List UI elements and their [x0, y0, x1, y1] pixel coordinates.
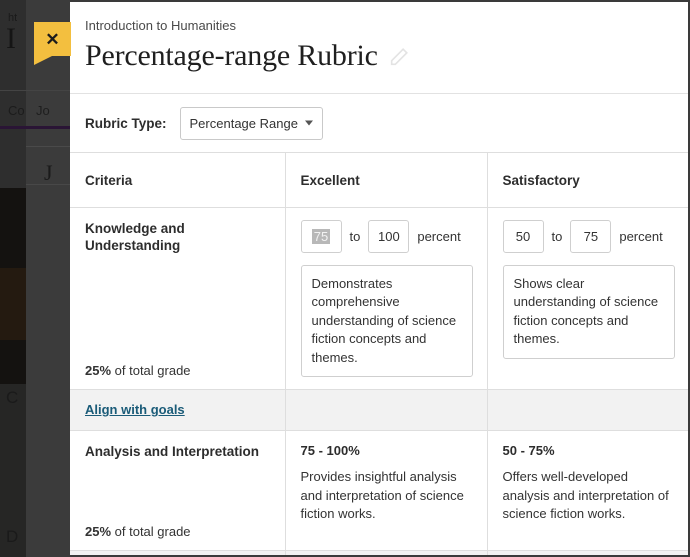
close-button[interactable]: ✕ — [34, 22, 71, 65]
level-description-input[interactable]: Shows clear understanding of science fic… — [502, 265, 675, 359]
backdrop-list-item-c: C — [6, 388, 19, 407]
criteria-weight-suffix: of total grade — [111, 363, 191, 379]
criteria-name: Analysis and Interpretation — [85, 444, 260, 460]
criteria-weight: 25% of total grade — [85, 363, 191, 378]
level-range-text: 50 - 75% — [502, 443, 555, 459]
align-goals-spacer — [285, 389, 488, 432]
range-min-value: 75 — [311, 229, 331, 244]
range-min-value: 50 — [515, 229, 531, 244]
range-max-value: 75 — [583, 229, 599, 244]
rubric-type-selected-value: Percentage Range — [189, 115, 298, 131]
align-goals-spacer — [487, 389, 688, 432]
range-max-input[interactable]: 75 — [570, 220, 612, 253]
column-header-satisfactory: Satisfactory — [487, 153, 688, 208]
range-to-label: to — [349, 229, 361, 244]
range-row: 50 to 75 percent — [502, 220, 676, 253]
close-tag-notch — [34, 56, 71, 65]
pencil-icon[interactable] — [388, 46, 410, 73]
column-header-criteria: Criteria — [70, 153, 286, 208]
level-cell-satisfactory: 50 - 75% Offers well-developed analysis … — [487, 430, 688, 552]
level-cell-satisfactory: 50 to 75 percent Shows clear understandi… — [487, 207, 688, 391]
range-row: 75 to 100 percent — [300, 220, 473, 253]
table-header-row: Criteria Excellent Satisfactory — [70, 153, 688, 208]
backdrop-list-item-d: D — [6, 527, 19, 546]
page-title: Percentage-range Rubric — [85, 38, 378, 72]
criteria-weight-value: 25% — [85, 363, 112, 379]
chevron-down-icon — [304, 120, 313, 126]
align-goals-spacer — [487, 550, 688, 555]
criteria-cell: Knowledge and Understanding 25% of total… — [70, 207, 286, 391]
criteria-weight-suffix: of total grade — [111, 524, 191, 540]
modal-header: Introduction to Humanities Percentage-ra… — [70, 2, 688, 94]
table-row: Analysis and Interpretation 25% of total… — [70, 430, 688, 552]
criteria-cell: Analysis and Interpretation 25% of total… — [70, 430, 286, 552]
level-description-text: Offers well-developed analysis and inter… — [502, 469, 669, 522]
criteria-weight-value: 25% — [85, 524, 112, 540]
range-max-input[interactable]: 100 — [368, 220, 410, 253]
range-to-label: to — [551, 229, 563, 244]
align-goals-row: Align with goals — [70, 550, 688, 555]
range-min-input[interactable]: 50 — [502, 220, 544, 253]
range-max-value: 100 — [377, 229, 400, 244]
table-row: Knowledge and Understanding 25% of total… — [70, 207, 688, 391]
backdrop-warm-block — [0, 268, 26, 340]
level-cell-excellent: 75 - 100% Provides insightful analysis a… — [285, 430, 488, 552]
align-goals-row: Align with goals — [70, 389, 688, 432]
backdrop-page-heading: I — [6, 22, 16, 55]
backdrop-rule-thin-2 — [26, 184, 70, 185]
backdrop-active-tab-underline — [0, 126, 70, 129]
range-unit-label: percent — [417, 229, 461, 244]
backdrop-rule-thin — [26, 146, 70, 147]
backdrop-tab-journal: Jo — [36, 103, 50, 118]
align-goals-cell: Align with goals — [70, 389, 286, 432]
backdrop-tab-course: Co — [8, 103, 25, 118]
align-goals-spacer — [285, 550, 488, 555]
level-range-text: 75 - 100% — [300, 443, 360, 459]
column-header-excellent: Excellent — [285, 153, 488, 208]
backdrop-url-text: ht — [8, 12, 18, 24]
align-goals-cell: Align with goals — [70, 550, 286, 555]
criteria-name: Knowledge and Understanding — [85, 221, 185, 254]
backdrop-subheading: J — [44, 160, 53, 185]
rubric-table: Criteria Excellent Satisfactory Knowledg… — [70, 153, 688, 555]
rubric-type-bar: Rubric Type: Percentage Range — [70, 94, 688, 153]
close-tag-body — [34, 22, 71, 56]
align-with-goals-link[interactable]: Align with goals — [85, 402, 185, 418]
level-cell-excellent: 75 to 100 percent Demonstrates comprehen… — [285, 207, 488, 391]
level-description-input[interactable]: Demonstrates comprehensive understanding… — [300, 265, 473, 378]
backdrop-rule-top — [0, 90, 70, 91]
rubric-type-label: Rubric Type: — [85, 115, 167, 131]
breadcrumb: Introduction to Humanities — [85, 18, 237, 33]
level-description-text: Provides insightful analysis and interpr… — [300, 469, 464, 522]
close-icon: ✕ — [45, 29, 60, 49]
criteria-weight: 25% of total grade — [85, 524, 191, 539]
range-min-input[interactable]: 75 — [300, 220, 342, 253]
rubric-modal: Introduction to Humanities Percentage-ra… — [70, 0, 690, 557]
backdrop-dark-block-lower — [0, 384, 26, 557]
title-row: Percentage-range Rubric — [85, 39, 668, 74]
backdrop-mid-column — [26, 0, 70, 557]
rubric-type-select[interactable]: Percentage Range — [179, 106, 323, 140]
range-unit-label: percent — [619, 229, 663, 244]
